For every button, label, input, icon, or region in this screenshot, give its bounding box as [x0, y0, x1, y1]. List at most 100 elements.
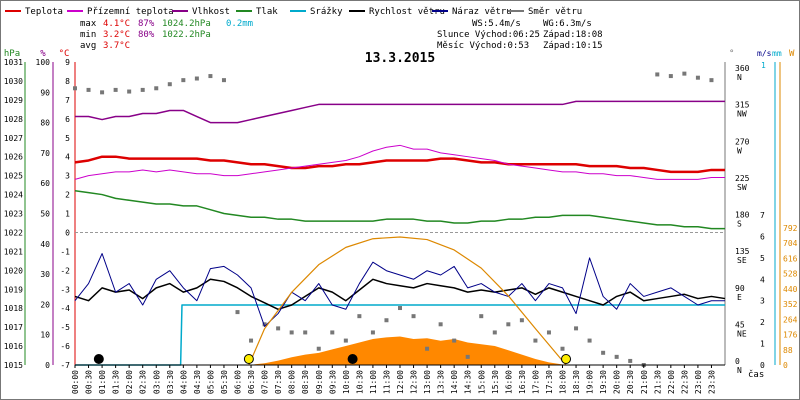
- dir-tick-3: 225: [735, 174, 750, 183]
- x-tick-label-20: 10:00: [342, 370, 351, 394]
- series-line-2: [75, 100, 725, 124]
- x-tick-label-27: 13:30: [437, 370, 446, 394]
- x-tick-label-10: 05:00: [206, 370, 215, 394]
- legend-label-7: Směr větru: [528, 7, 582, 17]
- wind-dir-point-43: [655, 72, 660, 77]
- x-tick-label-1: 00:30: [85, 370, 94, 394]
- wind-dir-point-45: [682, 71, 687, 76]
- hpa-tick-7: 1024: [4, 191, 23, 200]
- wind-dir-point-23: [384, 318, 389, 323]
- dir-tick-5: 135: [735, 247, 750, 256]
- x-tick-label-47: 23:30: [707, 370, 716, 394]
- temp-tick-13: -4: [60, 304, 70, 313]
- moon-rise-info: Měsíc Východ:0:53: [437, 41, 529, 51]
- sun-set-info: Západ:18:08: [543, 30, 603, 40]
- wind-dir-point-12: [235, 310, 240, 315]
- temp-tick-16: -7: [60, 361, 70, 370]
- pct-tick-0: 100: [36, 58, 51, 67]
- temp-tick-10: -1: [60, 247, 70, 256]
- pct-tick-6: 40: [40, 240, 50, 249]
- pct-tick-4: 60: [40, 179, 50, 188]
- x-tick-label-0: 00:00: [71, 370, 80, 394]
- wind-dir-point-16: [289, 330, 294, 335]
- w-tick-1: 704: [783, 239, 798, 248]
- wind-dir-point-30: [479, 314, 484, 319]
- wind-dir-point-28: [452, 338, 457, 343]
- wind-dir-point-19: [330, 330, 335, 335]
- x-tick-label-38: 19:00: [586, 370, 595, 394]
- pct-tick-8: 20: [40, 300, 50, 309]
- hpa-tick-0: 1031: [4, 58, 23, 67]
- axes: hPa% °C1031103010291028102710261025102410…: [4, 49, 798, 375]
- x-tick-label-36: 18:00: [559, 370, 568, 394]
- wind-dir-point-40: [614, 354, 619, 359]
- wind-dir-point-36: [560, 346, 565, 351]
- chart-title: 13.3.2015: [365, 51, 435, 66]
- hpa-tick-13: 1018: [4, 304, 23, 313]
- pct-tick-7: 30: [40, 270, 50, 279]
- wind-gust-info: WG:6.3m/s: [543, 19, 592, 29]
- dir-label-3: SW: [737, 183, 747, 192]
- hpa-tick-4: 1027: [4, 134, 23, 143]
- pct-tick-3: 70: [40, 149, 50, 158]
- wind-dir-point-17: [303, 330, 308, 335]
- series-line-7: [248, 236, 567, 366]
- wind-dir-point-4: [127, 89, 132, 94]
- wind-dir-point-38: [587, 338, 592, 343]
- wind-dir-point-14: [262, 322, 267, 327]
- x-tick-label-13: 06:30: [247, 370, 256, 394]
- wind-dir-point-31: [492, 330, 497, 335]
- ms-tick-3: 4: [760, 275, 765, 284]
- ms-tick-1: 6: [760, 232, 765, 241]
- legend-label-5: Rychlost větru: [369, 7, 445, 17]
- wind-dir-point-41: [628, 358, 633, 363]
- legend-label-2: Vlhkost: [192, 7, 230, 17]
- x-tick-label-31: 15:30: [491, 370, 500, 394]
- pct-tick-10: 0: [45, 361, 50, 370]
- w-tick-7: 176: [783, 331, 798, 340]
- x-tick-label-46: 23:00: [694, 370, 703, 394]
- dir-tick-0: 360: [735, 64, 750, 73]
- wind-dir-point-34: [533, 338, 538, 343]
- wind-dir-point-2: [100, 90, 105, 95]
- hpa-tick-3: 1028: [4, 115, 23, 124]
- stat-min-temp: 3.2°C: [103, 30, 130, 40]
- dir-tick-8: 0: [735, 357, 740, 366]
- dir-tick-1: 315: [735, 101, 750, 110]
- w-tick-3: 528: [783, 270, 798, 279]
- hpa-tick-6: 1025: [4, 172, 23, 181]
- x-axis: 00:00 00:30 01:00 01:30 02:00 02:30 03:00 03:30…: [71, 364, 725, 394]
- wind-dir-point-18: [316, 346, 321, 351]
- hpa-tick-5: 1026: [4, 153, 23, 162]
- x-tick-label-40: 20:00: [613, 370, 622, 394]
- series-line-3: [74, 190, 725, 230]
- x-tick-label-45: 22:30: [680, 370, 689, 394]
- pct-tick-2: 80: [40, 119, 50, 128]
- wind-dir-point-8: [181, 78, 186, 83]
- legend-label-1: Přízemní teplota: [87, 7, 174, 17]
- x-tick-label-25: 12:30: [410, 370, 419, 394]
- wind-dir-point-44: [668, 74, 673, 79]
- hpa-tick-12: 1019: [4, 285, 23, 294]
- x-tick-label-32: 16:00: [504, 370, 513, 394]
- w-tick-2: 616: [783, 254, 798, 263]
- wind-dir-point-9: [194, 76, 199, 81]
- stat-min-label: min: [80, 30, 96, 40]
- x-tick-label-19: 09:30: [328, 370, 337, 394]
- wind-dir-point-6: [154, 86, 159, 91]
- x-tick-label-6: 03:00: [152, 370, 161, 394]
- hpa-tick-11: 1020: [4, 266, 23, 275]
- temp-tick-14: -5: [60, 323, 70, 332]
- x-tick-label-11: 05:30: [220, 370, 229, 394]
- x-tick-label-21: 10:30: [355, 370, 364, 394]
- x-tick-label-41: 20:30: [626, 370, 635, 394]
- dir-tick-4: 180: [735, 211, 750, 220]
- ms-tick-2: 5: [760, 254, 765, 263]
- wind-dir-point-32: [506, 322, 511, 327]
- radiation-fill-area: [248, 336, 567, 365]
- temp-tick-8: 1: [65, 210, 70, 219]
- w-axis-label: W: [789, 49, 795, 59]
- wind-dir-point-27: [438, 322, 443, 327]
- dir-label-7: NE: [737, 329, 747, 338]
